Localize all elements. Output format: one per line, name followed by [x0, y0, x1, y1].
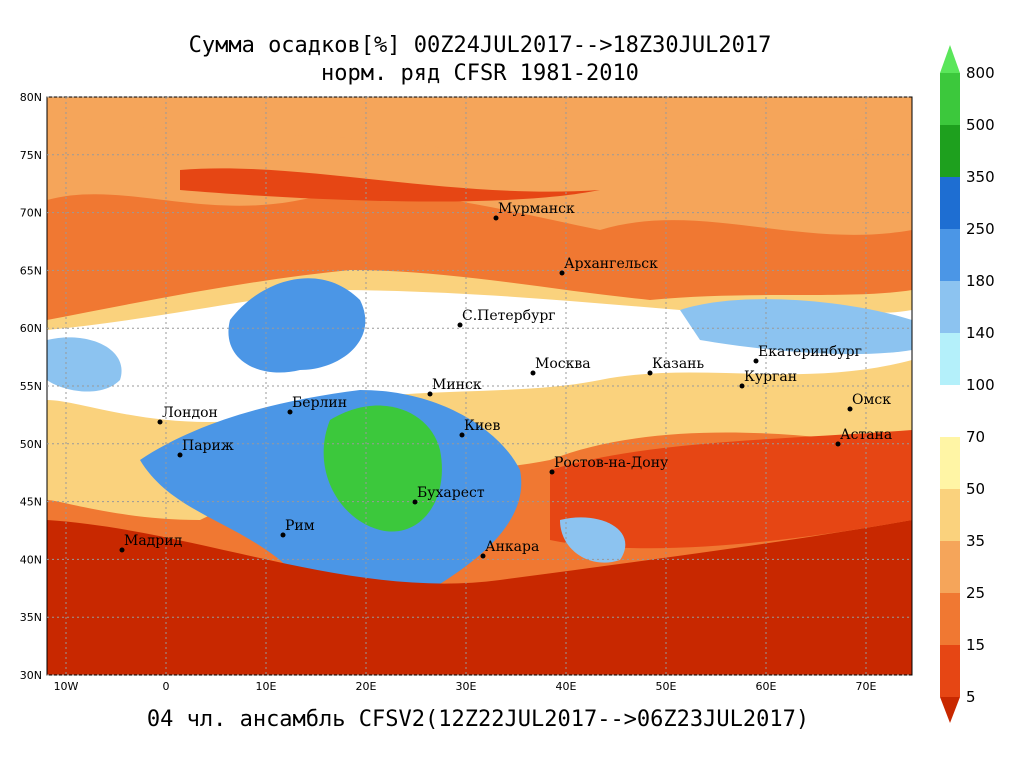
- city-label: Архангельск: [564, 256, 658, 272]
- city-label: Париж: [182, 438, 234, 454]
- colorbar-label: 100: [966, 376, 995, 394]
- colorbar-label: 25: [966, 584, 985, 602]
- colorbar-label: 15: [966, 636, 985, 654]
- city-dot: [847, 406, 853, 412]
- colorbar-label: 140: [966, 324, 995, 342]
- lon-label: 10W: [54, 680, 79, 693]
- title-line-1: Сумма осадков[%] 00Z24JUL2017-->18Z30JUL…: [189, 33, 772, 58]
- city-dot: [280, 532, 286, 538]
- lat-label: 70N: [20, 207, 42, 220]
- city-label: Лондон: [162, 405, 218, 421]
- city-label: Омск: [852, 392, 891, 408]
- lat-label: 65N: [20, 264, 42, 277]
- colorbar-label: 35: [966, 532, 985, 550]
- lat-label: 75N: [20, 149, 42, 162]
- city-dot: [157, 419, 163, 425]
- city-label: Курган: [744, 369, 797, 385]
- colorbar-segment: [940, 385, 960, 437]
- colorbar-label: 5: [966, 688, 976, 706]
- city-dot: [559, 270, 565, 276]
- colorbar-label: 800: [966, 64, 995, 82]
- lon-label: 50E: [656, 680, 677, 693]
- city-label: С.Петербург: [462, 308, 556, 324]
- city-label: Бухарест: [417, 485, 485, 501]
- lat-label: 40N: [20, 553, 42, 566]
- city-label: Екатеринбург: [758, 344, 862, 360]
- lon-label: 70E: [856, 680, 877, 693]
- colorbar-segment: [940, 541, 960, 593]
- footer: 04 чл. ансамбль CFSV2(12Z22JUL2017-->06Z…: [147, 707, 809, 732]
- city-dot: [427, 391, 433, 397]
- lon-label: 30E: [456, 680, 477, 693]
- lon-label: 0: [163, 680, 170, 693]
- city-dot: [549, 469, 555, 475]
- colorbar-label: 500: [966, 116, 995, 134]
- city-label: Казань: [652, 356, 704, 372]
- city-label: Астана: [840, 427, 892, 443]
- city-dot: [459, 432, 465, 438]
- city-label: Берлин: [292, 395, 347, 411]
- city-label: Киев: [464, 418, 500, 434]
- city-label: Москва: [535, 356, 591, 372]
- colorbar-segment: [940, 437, 960, 489]
- colorbar-segment: [940, 489, 960, 541]
- graticule: [47, 96, 912, 676]
- city-dot: [530, 370, 536, 376]
- lat-label: 50N: [20, 438, 42, 451]
- city-dot: [739, 383, 745, 389]
- lat-label: 55N: [20, 380, 42, 393]
- colorbar-segment: [940, 593, 960, 645]
- city-label: Ростов-на-Дону: [554, 455, 669, 471]
- city-label: Мурманск: [498, 201, 575, 217]
- colorbar-segment: [940, 333, 960, 385]
- colorbar-label: 50: [966, 480, 985, 498]
- colorbar-segment: [940, 177, 960, 229]
- colorbar-arrow: [940, 697, 960, 723]
- colorbar-segment: [940, 229, 960, 281]
- lat-label: 30N: [20, 669, 42, 682]
- title-line-2: норм. ряд CFSR 1981-2010: [321, 61, 639, 86]
- city-label: Мадрид: [124, 533, 183, 549]
- city-dot: [493, 215, 499, 221]
- city-dot: [835, 441, 841, 447]
- city-dot: [412, 499, 418, 505]
- colorbar-segment: [940, 125, 960, 177]
- colorbar-segment: [940, 73, 960, 125]
- colorbar-label: 180: [966, 272, 995, 290]
- city-dot: [287, 409, 293, 415]
- city-dot: [119, 547, 125, 553]
- city-dot: [753, 358, 759, 364]
- colorbar-label: 350: [966, 168, 995, 186]
- colorbar-arrow: [940, 45, 960, 73]
- city-dot: [457, 322, 463, 328]
- lat-label: 80N: [20, 91, 42, 104]
- lon-label: 60E: [756, 680, 777, 693]
- city-dot: [480, 553, 486, 559]
- lat-label: 45N: [20, 496, 42, 509]
- lat-label: 60N: [20, 322, 42, 335]
- city-dot: [177, 452, 183, 458]
- colorbar-label: 70: [966, 428, 985, 446]
- city-label: Анкара: [485, 539, 539, 555]
- city-dot: [647, 370, 653, 376]
- city-label: Минск: [432, 377, 482, 393]
- city-label: Рим: [285, 518, 315, 534]
- lat-label: 35N: [20, 611, 42, 624]
- lon-label: 40E: [556, 680, 577, 693]
- colorbar-segment: [940, 281, 960, 333]
- lon-label: 10E: [256, 680, 277, 693]
- colorbar-label: 250: [966, 220, 995, 238]
- lon-label: 20E: [356, 680, 377, 693]
- precip-field: [47, 97, 912, 675]
- colorbar-segment: [940, 645, 960, 697]
